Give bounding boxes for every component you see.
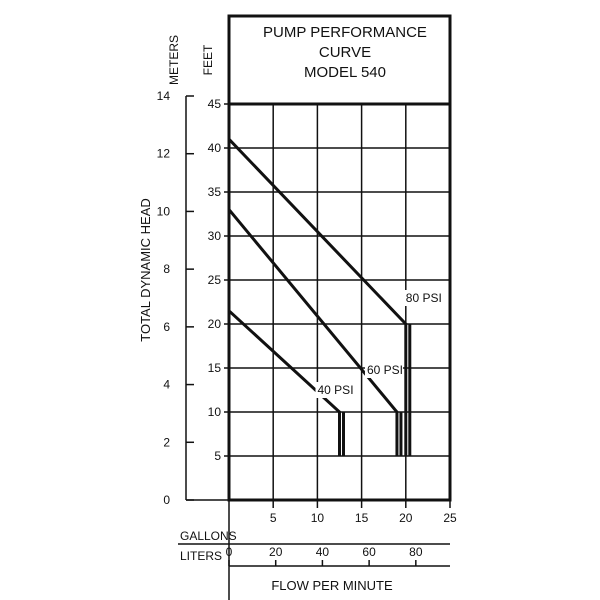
series-label-bg [315, 382, 354, 398]
feet-tick-label: 15 [208, 361, 222, 375]
liters-tick-label: 20 [269, 545, 283, 559]
series-line-60-psi [227, 208, 399, 456]
feet-tick-label: 45 [208, 97, 222, 111]
liters-tick-label: 60 [362, 545, 376, 559]
series-label: 80 PSI [406, 291, 442, 305]
meters-tick-label: 8 [163, 262, 170, 276]
feet-tick-label: 40 [208, 141, 222, 155]
series-line-80-psi [227, 138, 408, 456]
liters-row-label: LITERS [180, 549, 222, 563]
series-layer: 40 PSI 60 PSI 80 PSI [227, 138, 442, 456]
title-line-2: CURVE [319, 44, 371, 61]
feet-tick-label: 30 [208, 229, 222, 243]
grid [227, 102, 452, 502]
gallons-tick-label: 5 [270, 511, 277, 525]
liters-tick-label: 0 [226, 545, 233, 559]
x-axis-title: FLOW PER MINUTE [271, 578, 393, 593]
gallons-row-label: GALLONS [180, 529, 237, 543]
gallons-tick-label: 10 [311, 511, 325, 525]
meters-tick-label: 6 [163, 320, 170, 334]
liters-tick-label: 80 [409, 545, 423, 559]
series-line-40-psi [227, 309, 341, 456]
series-label-bg [403, 290, 442, 306]
title-line-3: MODEL 540 [304, 64, 386, 81]
gallons-tick-label: 15 [355, 511, 369, 525]
title-line-1: PUMP PERFORMANCE [263, 24, 427, 41]
series-label: 60 PSI [367, 363, 403, 377]
meters-tick-label: 4 [163, 378, 170, 392]
meters-tick-label: 12 [157, 147, 171, 161]
meters-tick-label: 2 [163, 435, 170, 449]
feet-tick-label: 20 [208, 317, 222, 331]
series-label-bg [364, 362, 403, 378]
feet-tick-label: 10 [208, 405, 222, 419]
meters-tick-label: 0 [163, 493, 170, 507]
feet-tick-label: 25 [208, 273, 222, 287]
meters-tick-label: 10 [157, 204, 171, 218]
liters-tick-label: 40 [316, 545, 330, 559]
gallons-tick-label: 25 [443, 511, 457, 525]
gallons-tick-label: 20 [399, 511, 413, 525]
y-axis-title: TOTAL DYNAMIC HEAD [138, 198, 153, 342]
series-label: 40 PSI [318, 383, 354, 397]
meters-tick-label: 14 [157, 89, 171, 103]
feet-unit-label: FEET [201, 44, 215, 75]
feet-tick-label: 5 [214, 449, 221, 463]
meters-unit-label: METERS [167, 35, 181, 85]
feet-tick-label: 35 [208, 185, 222, 199]
